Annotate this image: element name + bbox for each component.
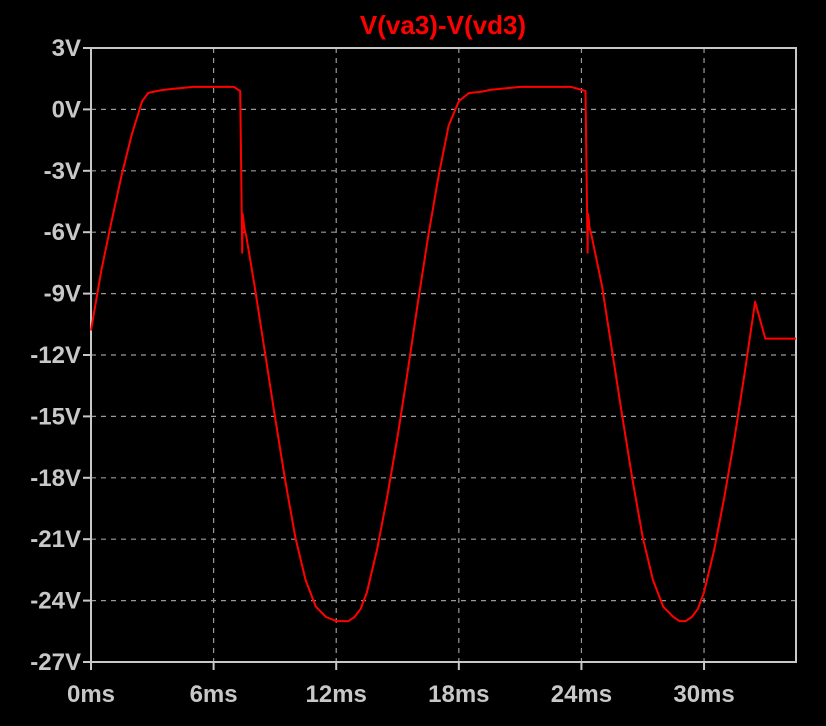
y-tick-label: -3V bbox=[44, 158, 81, 185]
x-tick-label: 6ms bbox=[190, 681, 238, 708]
y-tick-label: 3V bbox=[52, 35, 81, 62]
x-tick-label: 12ms bbox=[306, 681, 367, 708]
axis-ticks: 3V 0V -3V -6V -9V -12V -15V -18V -21V -24V -27V 0ms… bbox=[30, 35, 734, 708]
y-tick-label: -12V bbox=[30, 342, 81, 369]
y-tick-label: -18V bbox=[30, 465, 81, 492]
y-tick-label: 0V bbox=[52, 96, 81, 123]
y-tick-label: -6V bbox=[44, 219, 81, 246]
chart-title: V(va3)-V(vd3) bbox=[360, 10, 526, 40]
x-tick-label: 24ms bbox=[551, 681, 612, 708]
x-tick-label: 18ms bbox=[428, 681, 489, 708]
trace-layer bbox=[90, 85, 796, 623]
series-line bbox=[90, 85, 796, 623]
x-tick-label: 0ms bbox=[67, 681, 115, 708]
y-tick-label: -24V bbox=[30, 588, 81, 615]
y-tick-label: -9V bbox=[44, 281, 81, 308]
x-tick-label: 30ms bbox=[673, 681, 734, 708]
y-tick-label: -21V bbox=[30, 526, 81, 553]
y-tick-label: -27V bbox=[30, 649, 81, 676]
grid bbox=[91, 48, 796, 662]
y-tick-label: -15V bbox=[30, 403, 81, 430]
